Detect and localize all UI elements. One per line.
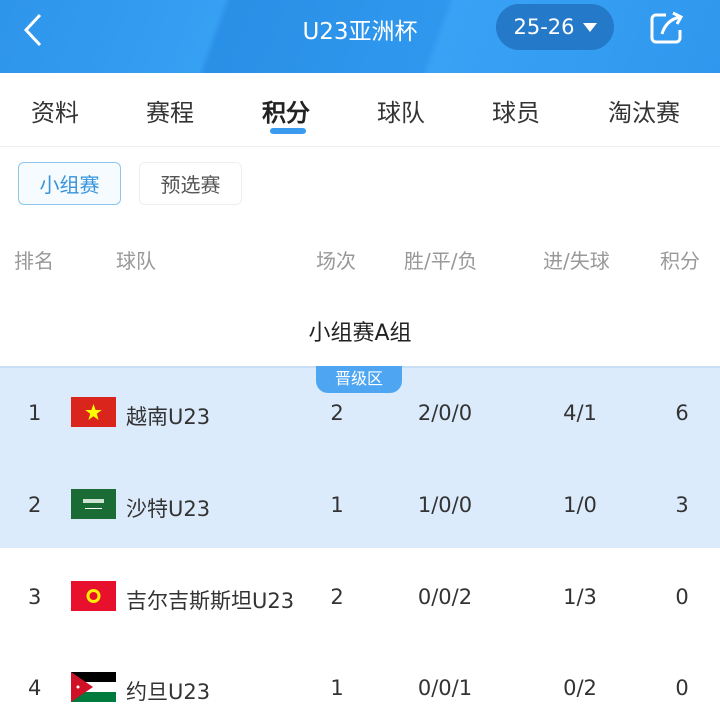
kyrgyzstan-flag-icon bbox=[71, 581, 116, 611]
table-row[interactable]: 4 约旦U23 1 0/0/1 0/2 0 bbox=[0, 668, 720, 708]
season-label: 25-26 bbox=[513, 15, 575, 39]
goals: 0/2 bbox=[563, 676, 597, 700]
col-team: 球队 bbox=[116, 249, 156, 273]
points: 0 bbox=[675, 585, 689, 609]
qualification-zone bbox=[0, 366, 720, 548]
tab-knockout[interactable]: 淘汰赛 bbox=[608, 99, 680, 127]
played: 2 bbox=[330, 401, 344, 425]
table-row[interactable]: 1 越南U23 2 2/0/0 4/1 6 bbox=[0, 393, 720, 433]
team-name[interactable]: 约旦U23 bbox=[126, 680, 211, 704]
goals: 1/3 bbox=[563, 585, 597, 609]
played: 1 bbox=[330, 493, 344, 517]
col-goals: 进/失球 bbox=[543, 249, 610, 273]
wdl: 0/0/2 bbox=[417, 585, 473, 609]
team-name[interactable]: 沙特U23 bbox=[126, 497, 211, 521]
top-bar: U23亚洲杯 25-26 bbox=[0, 0, 720, 73]
rank: 1 bbox=[28, 401, 42, 425]
table-row[interactable]: 2 沙特U23 1 1/0/0 1/0 3 bbox=[0, 485, 720, 525]
table-row[interactable]: 3 吉尔吉斯斯坦U23 2 0/0/2 1/3 0 bbox=[0, 577, 720, 617]
rank: 2 bbox=[28, 493, 42, 517]
season-selector[interactable]: 25-26 bbox=[496, 4, 614, 50]
tab-info[interactable]: 资料 bbox=[31, 99, 79, 127]
col-points: 积分 bbox=[660, 249, 700, 273]
vietnam-flag-icon bbox=[71, 397, 116, 427]
active-tab-indicator bbox=[270, 128, 306, 134]
share-icon[interactable] bbox=[648, 10, 686, 46]
caret-down-icon bbox=[582, 22, 597, 32]
jordan-flag-icon bbox=[71, 672, 116, 702]
played: 2 bbox=[330, 585, 344, 609]
tab-standings[interactable]: 积分 bbox=[262, 99, 310, 127]
rank: 3 bbox=[28, 585, 42, 609]
subtab-qualifiers[interactable]: 预选赛 bbox=[139, 162, 242, 205]
qualification-badge: 晋级区 bbox=[316, 366, 402, 393]
tab-teams[interactable]: 球队 bbox=[377, 99, 425, 127]
col-played: 场次 bbox=[316, 249, 356, 273]
played: 1 bbox=[330, 676, 344, 700]
col-wdl: 胜/平/负 bbox=[404, 249, 478, 273]
tab-schedule[interactable]: 赛程 bbox=[146, 99, 194, 127]
tab-bar: 资料 赛程 积分 球队 球员 淘汰赛 bbox=[0, 73, 720, 147]
page-title: U23亚洲杯 bbox=[302, 19, 418, 45]
team-name[interactable]: 吉尔吉斯斯坦U23 bbox=[126, 589, 295, 613]
wdl: 1/0/0 bbox=[417, 493, 473, 517]
wdl: 2/0/0 bbox=[417, 401, 473, 425]
goals: 4/1 bbox=[563, 401, 597, 425]
points: 6 bbox=[675, 401, 689, 425]
tab-players[interactable]: 球员 bbox=[492, 99, 540, 127]
team-name[interactable]: 越南U23 bbox=[126, 405, 211, 429]
goals: 1/0 bbox=[563, 493, 597, 517]
col-rank: 排名 bbox=[14, 249, 54, 273]
points: 0 bbox=[675, 676, 689, 700]
rank: 4 bbox=[28, 676, 42, 700]
points: 3 bbox=[675, 493, 689, 517]
back-arrow-icon[interactable] bbox=[20, 12, 50, 48]
subtab-group-stage[interactable]: 小组赛 bbox=[18, 162, 121, 205]
saudi-arabia-flag-icon bbox=[71, 489, 116, 519]
wdl: 0/0/1 bbox=[417, 676, 473, 700]
group-title: 小组赛A组 bbox=[308, 321, 412, 346]
